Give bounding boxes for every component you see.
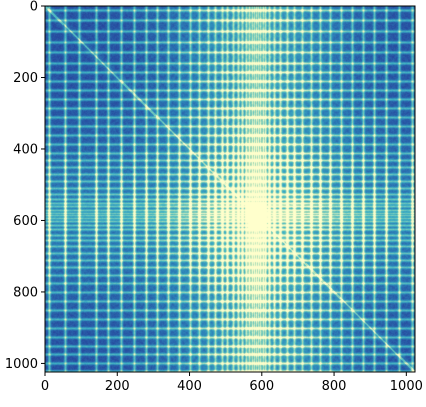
y-tick-label: 1000 xyxy=(5,357,38,372)
x-tick-label: 800 xyxy=(322,379,347,394)
x-tick-label: 400 xyxy=(177,379,202,394)
y-tick-label: 200 xyxy=(13,71,38,86)
y-axis: 0 200 400 600 800 1000 xyxy=(5,0,45,372)
x-axis: 0 200 400 600 800 1000 xyxy=(41,372,423,394)
y-tick-label: 600 xyxy=(13,214,38,229)
heatmap-image xyxy=(45,6,415,372)
y-tick-label: 800 xyxy=(13,285,38,300)
plot-area xyxy=(45,6,415,372)
x-tick-label: 600 xyxy=(249,379,274,394)
y-tick-label: 0 xyxy=(30,0,38,15)
x-tick-label: 1000 xyxy=(390,379,423,394)
y-tick-label: 400 xyxy=(13,142,38,157)
plot-frame xyxy=(44,5,416,373)
x-tick-label: 200 xyxy=(105,379,130,394)
x-tick-label: 0 xyxy=(41,379,49,394)
